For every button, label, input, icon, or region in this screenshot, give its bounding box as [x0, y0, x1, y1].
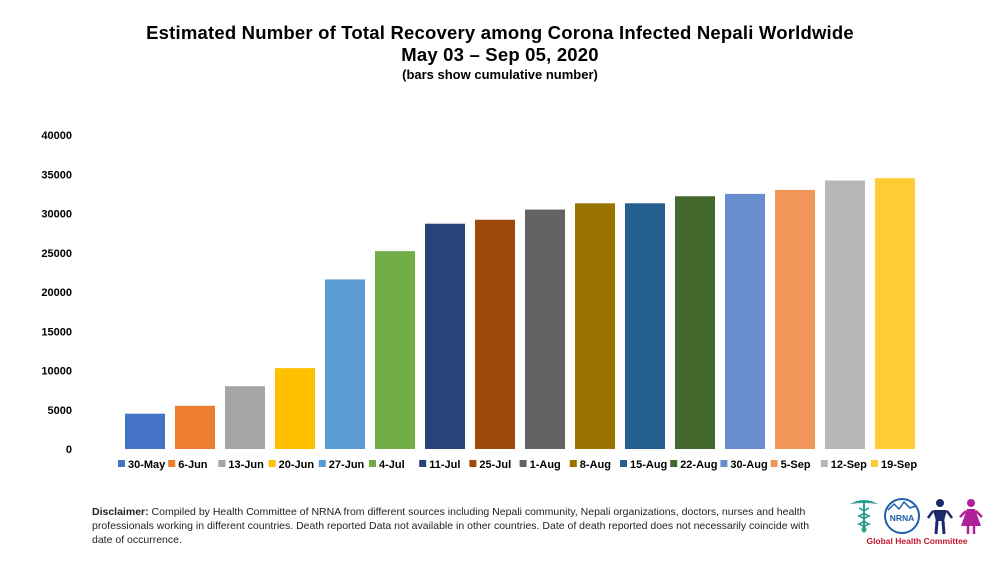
legend-label: 20-Jun	[279, 459, 315, 471]
chart-subtitle: May 03 – Sep 05, 2020	[401, 44, 599, 65]
chart-note: (bars show cumulative number)	[402, 67, 598, 82]
disclaimer: Disclaimer: Compiled by Health Committee…	[92, 505, 822, 547]
nrna-badge-text: NRNA	[890, 513, 915, 523]
bar-22-Aug	[675, 196, 715, 449]
y-tick-label: 40000	[41, 130, 72, 142]
bar-19-Sep	[875, 178, 915, 450]
bar-4-Jul	[375, 251, 415, 449]
y-axis: 0 5000 10000 15000 20000 25000 30000 35000 40000	[41, 130, 72, 456]
legend-label: 22-Aug	[680, 459, 717, 471]
bar-15-Aug	[625, 203, 665, 449]
disclaimer-text: Compiled by Health Committee of NRNA fro…	[92, 506, 810, 546]
legend-swatch	[670, 460, 678, 467]
legend-swatch	[770, 460, 778, 467]
legend-swatch	[820, 460, 828, 467]
male-figure-icon	[926, 499, 954, 535]
legend-swatch	[871, 460, 878, 467]
bar-30-May	[125, 413, 165, 449]
y-tick-label: 5000	[48, 405, 72, 417]
nrna-badge-icon: NRNA	[884, 498, 920, 534]
legend-swatch	[268, 460, 276, 467]
legend-label: 12-Sep	[831, 459, 867, 471]
legend-label: 30-May	[128, 459, 166, 471]
legend-label: 11-Jul	[429, 459, 460, 471]
bar-13-Jun	[225, 386, 265, 449]
legend-swatch	[720, 460, 728, 467]
legend-label: 8-Aug	[580, 459, 611, 471]
legend-label: 4-Jul	[379, 459, 405, 471]
y-tick-label: 20000	[41, 287, 72, 299]
legend-swatch	[519, 460, 527, 467]
bar-5-Sep	[775, 189, 815, 449]
chart-title-block: Estimated Number of Total Recovery among…	[0, 22, 1000, 83]
bar-6-Jun	[175, 405, 215, 449]
y-tick-label: 15000	[41, 326, 72, 338]
bar-1-Aug	[525, 209, 565, 449]
chart-title: Estimated Number of Total Recovery among…	[146, 22, 854, 43]
y-tick-label: 10000	[41, 366, 72, 378]
y-tick-label: 30000	[41, 209, 72, 221]
legend-label: 19-Sep	[881, 459, 917, 471]
bar-12-Sep	[825, 180, 865, 449]
legend-swatch	[218, 460, 226, 467]
nrna-logo: NRNA Global Health Committee	[842, 494, 992, 554]
legend-swatch	[469, 460, 477, 467]
y-tick-label: 25000	[41, 248, 72, 260]
legend-swatch	[620, 460, 627, 467]
legend-swatch	[118, 460, 125, 467]
bar-8-Aug	[575, 203, 615, 449]
bars-group	[125, 178, 915, 450]
legend-label: 5-Sep	[781, 459, 811, 471]
y-tick-label: 35000	[41, 169, 72, 181]
bar-chart: 0 5000 10000 15000 20000 25000 30000 35000 40000…	[41, 130, 917, 471]
legend-label: 30-Aug	[730, 459, 767, 471]
legend-label: 13-Jun	[228, 459, 264, 471]
logo-graphic: NRNA	[850, 498, 983, 535]
female-figure-icon	[959, 499, 983, 534]
bar-11-Jul	[425, 223, 465, 449]
legend-label: 27-Jun	[329, 459, 365, 471]
caduceus-icon	[850, 500, 878, 533]
bar-25-Jul	[475, 219, 515, 449]
legend-swatch	[369, 460, 376, 467]
y-tick-label: 0	[66, 444, 72, 456]
disclaimer-label: Disclaimer:	[92, 506, 149, 518]
logo-caption: Global Health Committee	[866, 536, 968, 546]
legend: 30-May 6-Jun 13-Jun 20-Jun 27-Jun 4-Jul 11-Jul…	[118, 459, 917, 471]
legend-swatch	[419, 460, 427, 467]
legend-label: 15-Aug	[630, 459, 667, 471]
legend-swatch	[318, 460, 326, 467]
legend-label: 25-Jul	[479, 459, 511, 471]
bar-30-Aug	[725, 193, 765, 449]
legend-label: 1-Aug	[530, 459, 561, 471]
legend-swatch	[168, 460, 176, 467]
bar-20-Jun	[275, 368, 315, 449]
legend-label: 6-Jun	[178, 459, 208, 471]
legend-swatch	[569, 460, 577, 467]
bar-27-Jun	[325, 279, 365, 449]
